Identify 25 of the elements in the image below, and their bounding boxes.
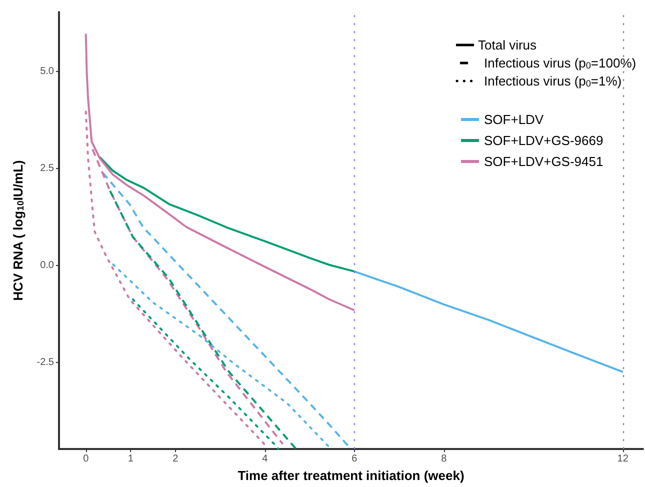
y-tick-label: 2.5 [40, 163, 54, 174]
y-axis-title: HCV RNA ( log10IU/mL) [10, 160, 26, 301]
x-tick-label: 1 [128, 454, 134, 465]
x-tick-label: 12 [617, 454, 629, 465]
line-series [353, 270, 624, 373]
x-tick-label: 2 [172, 454, 179, 465]
annotation: Total virus [478, 38, 538, 52]
line-series [98, 156, 356, 272]
y-tick-label: 5.0 [40, 66, 54, 78]
line-series [132, 298, 280, 450]
y-tick-label: -2.5 [36, 357, 54, 368]
legend-label: SOF+LDV+GS-9451 [484, 154, 604, 169]
x-tick-label: 4 [262, 454, 268, 465]
line-series [109, 190, 298, 450]
legend-label: SOF+LDV [484, 112, 544, 127]
x-axis-title: Time after treatment initiation (week) [238, 468, 464, 483]
line-series [102, 172, 350, 448]
annotation: Infectious virus (p0=100%) [484, 56, 636, 71]
annotation: Infectious virus (p0=1%) [484, 74, 622, 89]
legend-label: SOF+LDV+GS-9669 [484, 133, 604, 148]
line-series [112, 263, 330, 448]
x-tick-label: 6 [352, 454, 358, 465]
x-tick-label: 0 [83, 454, 90, 465]
x-tick-label: 8 [441, 454, 448, 465]
y-tick-label: 0.0 [40, 260, 54, 272]
